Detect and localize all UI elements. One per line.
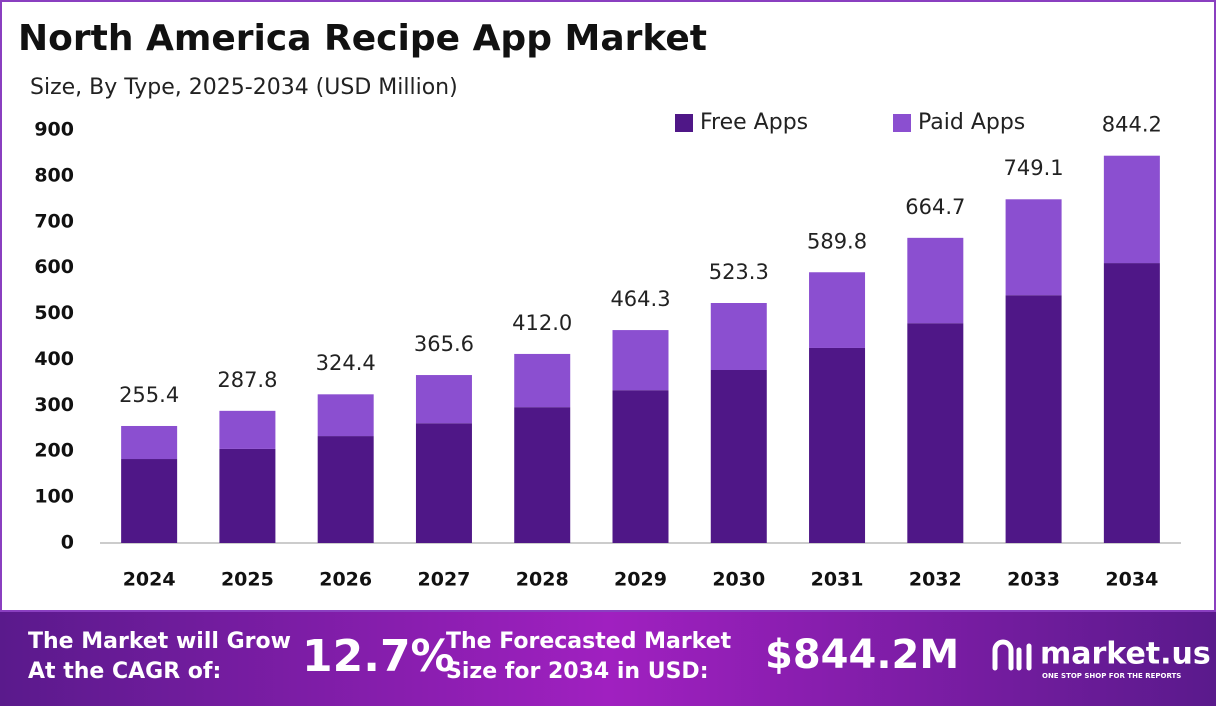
- logo-icon: [992, 639, 1032, 671]
- logo: market.us: [1040, 637, 1211, 672]
- x-tick-label: 2031: [811, 569, 864, 591]
- y-tick-label: 900: [34, 119, 74, 141]
- x-tick-label: 2025: [221, 569, 274, 591]
- bar-segment: [415, 423, 472, 543]
- total-label: 255.4: [119, 383, 179, 407]
- bar-segment: [710, 369, 767, 543]
- y-tick-label: 100: [34, 486, 74, 508]
- footer-text: At the CAGR of:: [28, 659, 221, 684]
- total-label: 365.6: [414, 332, 474, 356]
- bar-segment: [907, 237, 964, 324]
- x-tick-label: 2026: [319, 569, 372, 591]
- total-label: 844.2: [1102, 113, 1162, 137]
- y-tick-label: 700: [34, 210, 74, 232]
- x-tick-label: 2028: [516, 569, 569, 591]
- bar-segment: [809, 272, 866, 348]
- bar-segment: [1103, 155, 1160, 264]
- bar-segment: [907, 323, 964, 543]
- x-tick-label: 2030: [712, 569, 765, 591]
- y-tick-label: 500: [34, 302, 74, 324]
- bar-segment: [121, 425, 178, 460]
- x-tick-label: 2027: [418, 569, 471, 591]
- footer-text: The Forecasted Market: [446, 629, 732, 654]
- total-label: 523.3: [709, 260, 769, 284]
- bar-segment: [1103, 263, 1160, 543]
- total-label: 589.8: [807, 229, 867, 253]
- legend-swatch: [675, 114, 693, 132]
- total-label: 749.1: [1004, 156, 1064, 180]
- x-tick-label: 2033: [1007, 569, 1060, 591]
- total-label: 324.4: [316, 351, 376, 375]
- legend-label: Paid Apps: [918, 110, 1025, 135]
- x-tick-label: 2024: [123, 569, 176, 591]
- footer-value: 12.7%: [302, 631, 455, 682]
- bar-segment: [415, 375, 472, 424]
- chart-title: North America Recipe App Market: [18, 18, 707, 59]
- bar-segment: [219, 448, 276, 543]
- total-label: 664.7: [905, 195, 965, 219]
- bar-segment: [317, 394, 374, 437]
- footer-text: The Market will Grow: [28, 629, 291, 654]
- bar-segment: [317, 436, 374, 543]
- y-tick-label: 800: [34, 164, 74, 186]
- bar-segment: [1005, 295, 1062, 543]
- legend-label: Free Apps: [700, 110, 808, 135]
- bar-segment: [612, 390, 669, 543]
- y-tick-label: 0: [61, 532, 74, 554]
- total-label: 412.0: [512, 311, 572, 335]
- footer-text: Size for 2034 in USD:: [446, 659, 709, 684]
- y-tick-label: 600: [34, 256, 74, 278]
- y-tick-label: 200: [34, 440, 74, 462]
- bar-segment: [514, 353, 571, 408]
- y-tick-label: 300: [34, 394, 74, 416]
- footer: The Market will Grow At the CAGR of: 12.…: [28, 629, 1211, 684]
- bar-segment: [514, 407, 571, 543]
- bar-segment: [1005, 199, 1062, 296]
- x-tick-label: 2032: [909, 569, 962, 591]
- x-tick-label: 2034: [1105, 569, 1158, 591]
- footer-value: $844.2M: [765, 632, 959, 678]
- total-label: 287.8: [217, 368, 277, 392]
- bar-segment: [809, 347, 866, 543]
- legend-swatch: [893, 114, 911, 132]
- bar-segment: [219, 410, 276, 449]
- bar-segment: [612, 330, 669, 391]
- y-tick-label: 400: [34, 348, 74, 370]
- bar-segment: [710, 303, 767, 370]
- bar-segment: [121, 459, 178, 543]
- chart-subtitle: Size, By Type, 2025-2034 (USD Million): [30, 75, 458, 100]
- total-label: 464.3: [610, 287, 670, 311]
- x-tick-label: 2029: [614, 569, 667, 591]
- logo-tagline: ONE STOP SHOP FOR THE REPORTS: [1042, 672, 1181, 680]
